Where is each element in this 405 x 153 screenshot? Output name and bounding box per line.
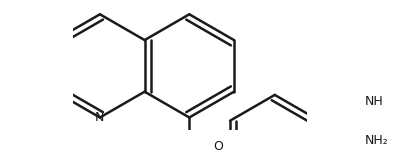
Text: NH₂: NH₂ [364,134,388,147]
Text: N: N [95,111,104,124]
Text: O: O [213,140,223,153]
Text: NH: NH [364,95,382,108]
